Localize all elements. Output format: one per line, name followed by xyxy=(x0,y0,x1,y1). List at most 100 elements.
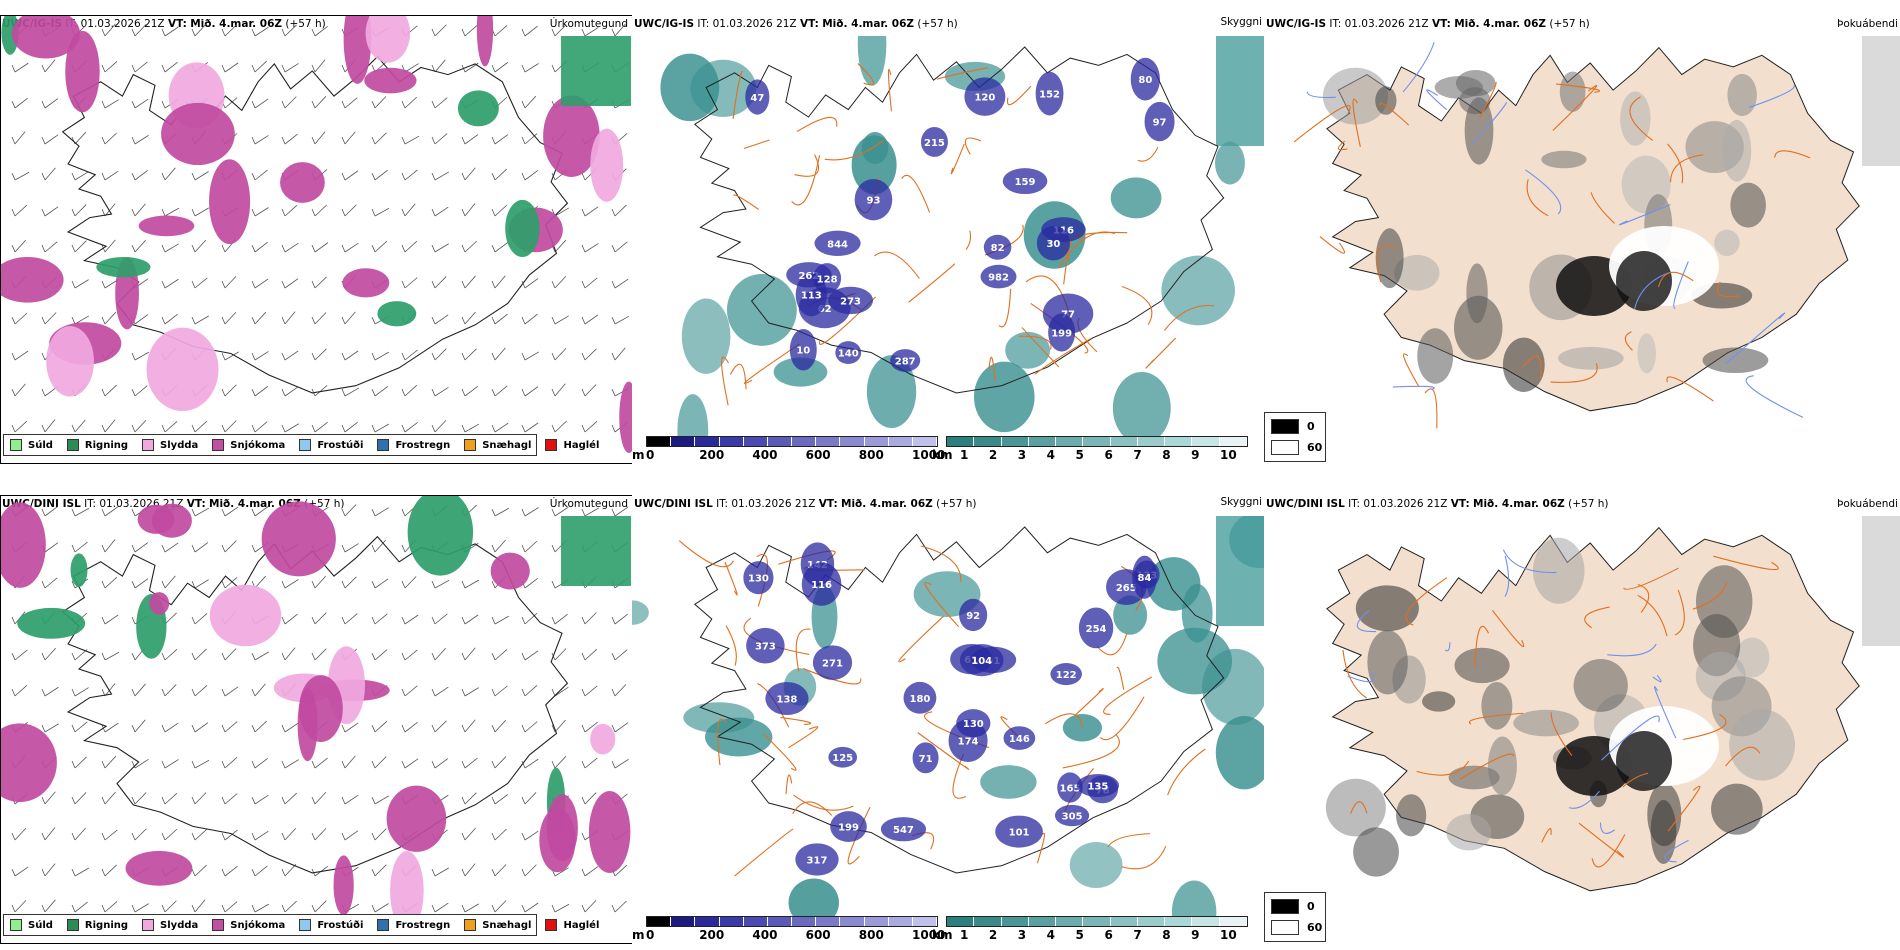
low-visibility-area xyxy=(1181,583,1213,643)
fog-area xyxy=(1464,97,1494,165)
precip-area xyxy=(11,16,81,59)
legend-item: Rigning xyxy=(66,919,128,931)
cloud-base-label: 547 xyxy=(893,825,914,836)
legend-item: Súld xyxy=(10,919,53,931)
precip-area xyxy=(588,790,631,873)
legend-label: Súld xyxy=(28,439,53,451)
low-visibility-area xyxy=(1202,648,1264,725)
fog-area xyxy=(1434,76,1483,99)
legend-swatch xyxy=(377,439,390,451)
low-cloud-area xyxy=(801,562,842,606)
low-cloud-area xyxy=(746,627,785,664)
fog-area xyxy=(1559,71,1586,112)
low-visibility-area xyxy=(1215,141,1245,185)
legend-item: Frostregn xyxy=(377,439,450,451)
fog-area xyxy=(1448,765,1500,790)
cloud-base-label: 138 xyxy=(777,695,798,706)
cloud-base-label: 305 xyxy=(1062,812,1083,823)
colorbar-tick-label: 9 xyxy=(1191,448,1200,462)
colorbar-segment xyxy=(671,437,696,446)
low-cloud-area xyxy=(745,79,770,115)
low-visibility-area xyxy=(683,702,755,733)
colorbar-tick-label: 1 xyxy=(960,928,969,942)
low-cloud-area xyxy=(828,286,874,315)
precip-area xyxy=(543,95,600,177)
visibility-panel-row1: UWC/IG-IS IT: 01.03.2026 21Z VT: Mið. 4.… xyxy=(632,0,1264,465)
cloud-base-colorbar: m 0 200 400 600 800 1000 xyxy=(632,436,946,464)
fog-area xyxy=(1730,182,1766,228)
legend-item: Frostúði xyxy=(299,919,363,931)
colorbar-segment xyxy=(1137,917,1166,926)
fog-area xyxy=(1727,73,1757,117)
legend-swatch xyxy=(464,919,477,931)
precip-area xyxy=(65,30,100,113)
low-cloud-area xyxy=(813,263,842,294)
colorbar-tick-label: 600 xyxy=(805,448,831,462)
visibility-panel-row2: UWC/DINI ISL IT: 01.03.2026 21Z VT: Mið.… xyxy=(632,480,1264,945)
colorbar-segment xyxy=(767,437,793,446)
cloud-base-label: 30 xyxy=(1046,239,1060,250)
colorbar-tick-label: 1000 xyxy=(912,448,946,462)
colorbar-tick-label: 1 xyxy=(960,448,969,462)
visibility-map: 6280822871521011612093971137730262128159… xyxy=(632,36,1264,436)
precip-area xyxy=(333,855,354,916)
colorbar-segment xyxy=(864,437,889,446)
fog-area xyxy=(1541,150,1587,169)
fog-area xyxy=(1417,328,1454,384)
precip-map xyxy=(0,495,633,944)
low-visibility-area xyxy=(1069,841,1123,888)
precip-area xyxy=(342,268,390,298)
fog-area xyxy=(1396,794,1427,837)
fog-area xyxy=(1533,537,1585,604)
colorbar-segment xyxy=(888,437,913,446)
cloud-base-label: 844 xyxy=(827,239,848,250)
roads xyxy=(678,540,1206,877)
colorbar-tick-label: 5 xyxy=(1075,448,1084,462)
legend-label: Frostúði xyxy=(317,919,364,931)
precip-area xyxy=(490,552,530,590)
colorbar-segment xyxy=(719,437,744,446)
low-cloud-area xyxy=(995,815,1043,848)
low-cloud-area xyxy=(912,742,939,774)
colorbar-tick-label: 2 xyxy=(988,448,998,462)
colorbar-segment xyxy=(1083,437,1111,446)
low-cloud-area xyxy=(983,234,1012,260)
cloud-base-label: 130 xyxy=(963,719,984,730)
colorbar-segment xyxy=(840,437,865,446)
colorbar-segment xyxy=(1110,917,1138,926)
precip-area xyxy=(539,808,576,873)
cloud-base-colorbar: m 0 200 400 600 800 1000 xyxy=(632,916,945,944)
low-cloud-area xyxy=(814,230,861,257)
fog-area xyxy=(1454,295,1503,360)
colorbar-strip xyxy=(946,436,1248,447)
visibility-map: 7113312510126527131754791146130373122611… xyxy=(632,516,1264,916)
cloud-base-label: 265 xyxy=(1116,583,1137,594)
colorbar-segment xyxy=(647,917,672,926)
colorbar-segment xyxy=(888,917,913,926)
low-visibility-area xyxy=(980,765,1037,799)
low-cloud-area xyxy=(920,127,948,157)
precip-area xyxy=(46,326,94,397)
cloud-base-label: 80 xyxy=(1138,75,1152,86)
legend-item: Frostregn xyxy=(377,919,450,931)
colorbar-tick-label: 200 xyxy=(699,448,725,462)
fog-area xyxy=(1367,630,1408,695)
fog-area xyxy=(1558,346,1624,370)
precip-panel-row1: UWC/IG-IS IT: 01.03.2026 21Z VT: Mið. 4.… xyxy=(0,0,633,465)
fog-area xyxy=(1729,709,1795,781)
fog-area xyxy=(1446,814,1492,851)
panel-title-visibility: Skyggni xyxy=(1220,16,1263,28)
colorbar-tick-label: 10 xyxy=(1220,448,1237,462)
fog-area xyxy=(1355,585,1419,632)
precip-area xyxy=(280,162,325,203)
low-visibility-area xyxy=(1062,714,1102,742)
precip-area xyxy=(476,16,494,67)
panel-header: UWC/DINI ISL IT: 01.03.2026 21Z VT: Mið.… xyxy=(2,498,345,510)
fog-area xyxy=(1513,709,1579,737)
cloud-base-label: 146 xyxy=(1009,734,1030,745)
low-visibility-area xyxy=(677,394,709,436)
cloud-base-label: 273 xyxy=(840,296,861,307)
low-cloud-area xyxy=(880,817,927,842)
fog-area xyxy=(1862,36,1900,166)
low-cloud-area xyxy=(1144,101,1175,142)
